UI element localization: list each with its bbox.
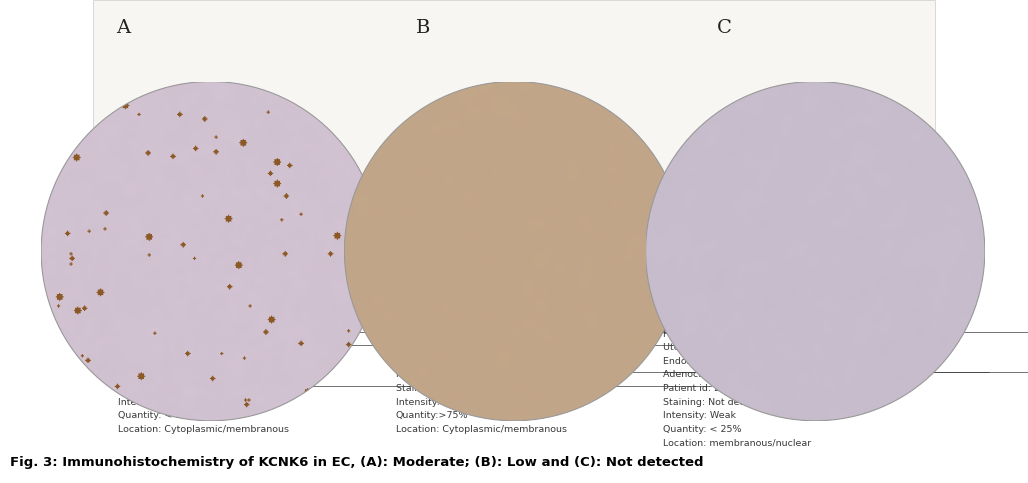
- Text: Intensity: Strong: Intensity: Strong: [118, 398, 196, 407]
- Text: Staining: Low: Staining: Low: [396, 384, 460, 393]
- Text: Patient id: 2118: Patient id: 2118: [663, 384, 738, 393]
- Text: Fig. 3: Immunohistochemistry of KCNK6 in EC, (A): Moderate; (B): Low and (C): No: Fig. 3: Immunohistochemistry of KCNK6 in…: [10, 456, 704, 469]
- Text: A: A: [116, 19, 131, 37]
- Text: Adenocarcinoma, NOS (M-81403): Adenocarcinoma, NOS (M-81403): [396, 357, 554, 366]
- Text: HPA040184: HPA040184: [118, 316, 173, 326]
- Text: Intensity: Weak: Intensity: Weak: [396, 398, 469, 407]
- Text: B: B: [416, 19, 431, 37]
- Text: Quantity:>75%: Quantity:>75%: [396, 411, 469, 420]
- Text: Location: membranous/nuclear: Location: membranous/nuclear: [663, 438, 811, 447]
- Text: Female, age 50: Female, age 50: [396, 330, 469, 339]
- Text: Adenocarcinoma, NOS (M-81403): Adenocarcinoma, NOS (M-81403): [663, 370, 821, 380]
- Text: Location: Cytoplasmic/membranous: Location: Cytoplasmic/membranous: [118, 425, 289, 434]
- Text: Quantity: < 25%: Quantity: < 25%: [118, 411, 196, 420]
- Text: Patient id: 2979: Patient id: 2979: [396, 370, 471, 380]
- Text: Adenocarcinoma, NOS (M-81403): Adenocarcinoma, NOS (M-81403): [118, 357, 277, 366]
- Text: HPA040184: HPA040184: [663, 316, 718, 326]
- Text: Location: Cytoplasmic/membranous: Location: Cytoplasmic/membranous: [396, 425, 566, 434]
- Text: Intensity: Weak: Intensity: Weak: [663, 411, 736, 420]
- Text: Female, age 73: Female, age 73: [118, 330, 191, 339]
- Text: KCNK6 Immunohistochemistry in EC: KCNK6 Immunohistochemistry in EC: [375, 280, 653, 293]
- Text: Endometrium (T-84000): Endometrium (T-84000): [663, 357, 776, 366]
- Text: Uterus (T-82000): Uterus (T-82000): [663, 343, 743, 353]
- Text: Endometrium (T-84000): Endometrium (T-84000): [118, 343, 231, 353]
- Text: Patient id: 67: Patient id: 67: [118, 370, 181, 380]
- Text: Quantity: < 25%: Quantity: < 25%: [663, 425, 741, 434]
- Text: Female, age 70: Female, age 70: [663, 330, 736, 339]
- FancyBboxPatch shape: [93, 0, 935, 275]
- Text: HPA040184: HPA040184: [396, 316, 450, 326]
- Text: Staining: Not detected: Staining: Not detected: [663, 398, 770, 407]
- Text: Staining: Medium: Staining: Medium: [118, 384, 201, 393]
- Text: Endometrium (T-84000): Endometrium (T-84000): [396, 343, 509, 353]
- Text: C: C: [717, 19, 731, 37]
